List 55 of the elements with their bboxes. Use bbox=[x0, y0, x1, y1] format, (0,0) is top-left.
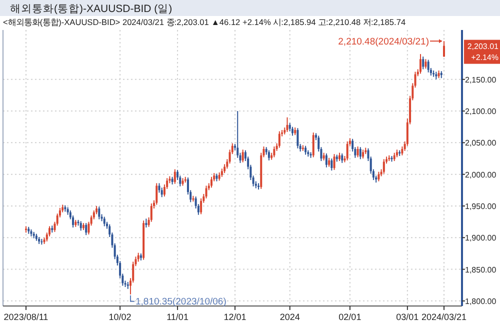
candlestick bbox=[273, 146, 276, 158]
x-tick-label: 2024 bbox=[280, 312, 300, 322]
y-tick-label: 2,150.00 bbox=[465, 75, 497, 84]
candlestick bbox=[382, 158, 385, 174]
annotation: 2,203.01 bbox=[467, 42, 500, 51]
candlestick bbox=[242, 149, 244, 163]
candlestick bbox=[443, 40, 445, 58]
x-tick-label: 12/01 bbox=[224, 312, 246, 322]
x-tick-label: 02/01 bbox=[338, 312, 362, 322]
candlestick bbox=[422, 56, 424, 70]
chart-title: 해외통화(통합)-XAUUSD-BID (일) bbox=[10, 3, 172, 15]
candlestick bbox=[160, 187, 163, 198]
candlestick bbox=[156, 182, 158, 206]
candlestick bbox=[210, 176, 212, 188]
candlestick bbox=[296, 128, 299, 149]
y-tick-label: 2,050.00 bbox=[465, 138, 497, 148]
candlestick bbox=[346, 140, 348, 161]
candlestick bbox=[205, 185, 208, 199]
candlestick bbox=[103, 216, 106, 227]
candlestick bbox=[325, 152, 328, 168]
candlestick bbox=[424, 58, 427, 70]
candlestick bbox=[286, 116, 288, 132]
chart-subtitle: <해외통화(통합)-XAUUSD-BID> 2024/03/21 종:2,203.01 ▲46.12 +2.14% 시:2,185.94 고:2,210.48 저:2,185.74 bbox=[3, 17, 406, 27]
text: +2.14% bbox=[471, 52, 498, 62]
candlestick bbox=[85, 222, 88, 236]
candlestick bbox=[80, 220, 82, 232]
candlestick bbox=[312, 132, 314, 158]
candlestick bbox=[341, 152, 344, 164]
candlestick bbox=[158, 182, 160, 194]
candlestick bbox=[333, 154, 336, 170]
candlestick bbox=[427, 59, 430, 73]
y-tick-label: 2,000.00 bbox=[465, 170, 497, 180]
candlestick bbox=[378, 171, 380, 182]
x-tick-label: 2023/08/11 bbox=[4, 312, 48, 322]
candlestick bbox=[72, 214, 74, 228]
y-tick-label: 1,950.00 bbox=[465, 202, 497, 211]
y-tick-label: 2,100.00 bbox=[465, 107, 497, 116]
candlestick bbox=[356, 146, 359, 158]
x-tick-label: 11/01 bbox=[166, 312, 188, 322]
x-tick-label: 03/01 bbox=[396, 312, 419, 322]
candlestick bbox=[268, 150, 270, 161]
y-tick-label: 1,900.00 bbox=[465, 234, 497, 243]
annotation: 1,810.35(2023/10/06) bbox=[136, 296, 226, 308]
annotation: 2,210.48(2024/03/21) bbox=[338, 36, 429, 48]
candlestick bbox=[419, 54, 422, 74]
x-tick-label: 10/02 bbox=[108, 312, 132, 322]
y-tick-label: 1,850.00 bbox=[465, 265, 497, 274]
candlestick bbox=[174, 168, 176, 184]
candlestick bbox=[98, 206, 100, 220]
candlestick bbox=[359, 146, 362, 160]
candlestick bbox=[330, 158, 333, 172]
y-tick-label: 1,800.00 bbox=[465, 296, 497, 306]
candlestick bbox=[200, 198, 202, 215]
x-tick-label: 2024/03/21 bbox=[421, 312, 467, 322]
candlestick bbox=[278, 130, 280, 148]
